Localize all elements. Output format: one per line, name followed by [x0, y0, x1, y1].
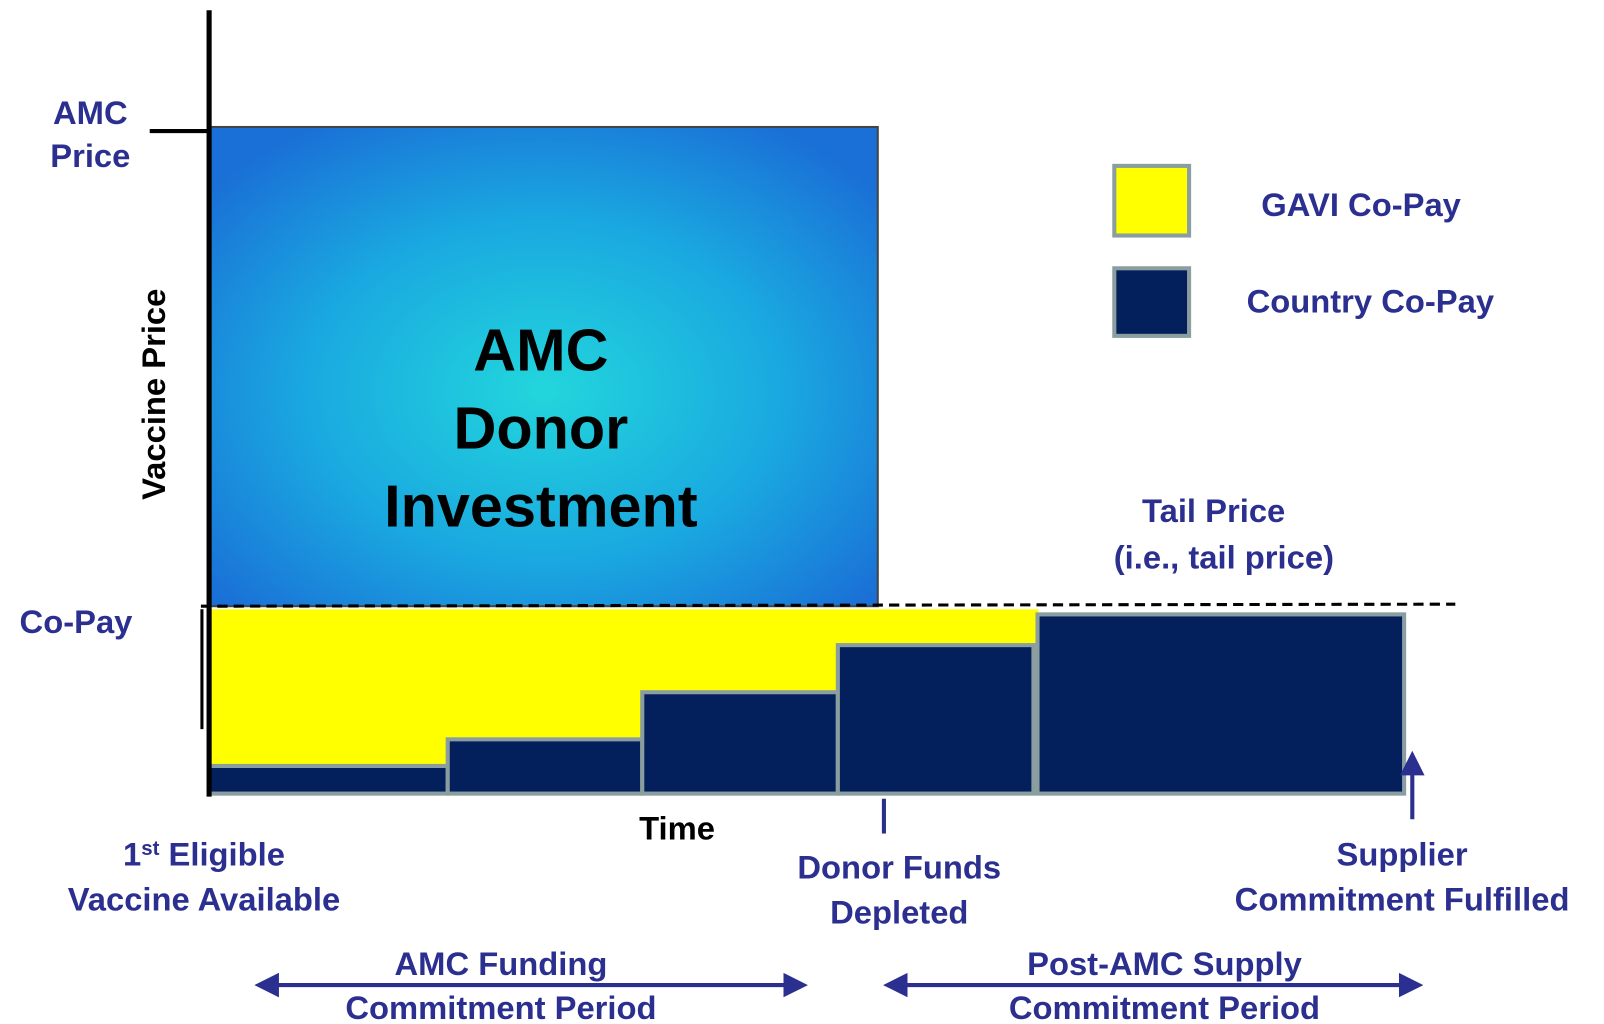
legend-swatch [1112, 266, 1192, 338]
x-axis-label: Time [639, 810, 715, 847]
step [207, 763, 450, 796]
first-vaccine-label: 1st Eligible Vaccine Available [68, 835, 340, 917]
amc-period-label: AMC Funding Commitment Period [345, 945, 656, 1024]
y-axis-label: Vaccine Price [135, 289, 172, 500]
country-steps [207, 612, 1407, 796]
tail-price-label: Tail Price (i.e., tail price) [1114, 492, 1334, 575]
step [835, 643, 1036, 796]
post-period-label: Post-AMC Supply Commitment Period [1009, 945, 1320, 1024]
center-label: AMC Donor Investment [384, 317, 698, 540]
tail-price-line [200, 602, 1456, 608]
donor-funds-label: Donor Funds Depleted [797, 849, 1001, 931]
legend-label: GAVI Co-Pay [1261, 186, 1461, 223]
amc-area [208, 125, 879, 608]
amc-price-label: AMC Price [50, 94, 130, 174]
legend-swatch [1112, 163, 1192, 238]
step [1035, 612, 1407, 796]
copay-label: Co-Pay [20, 603, 134, 640]
legend-label: Country Co-Pay [1247, 282, 1495, 319]
step [640, 690, 840, 796]
supplier-label: Supplier Commitment Fulfilled [1235, 835, 1570, 917]
step [445, 737, 645, 796]
